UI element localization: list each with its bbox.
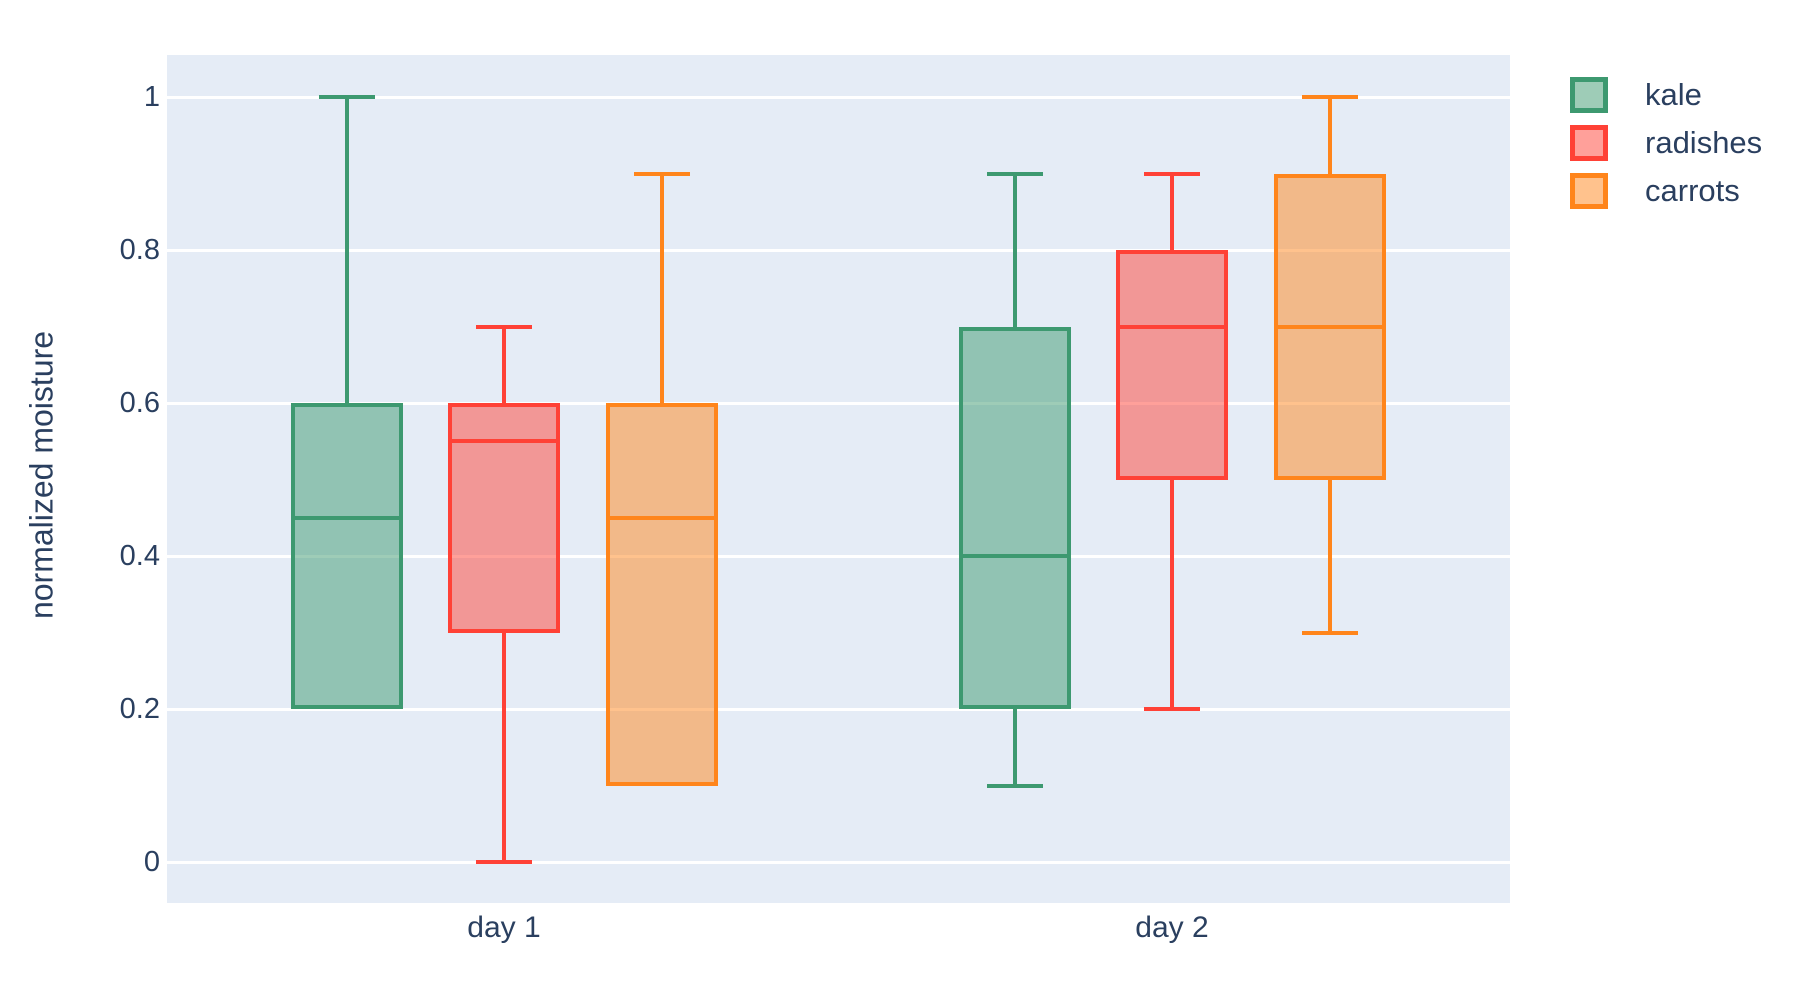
gridline-y-0.8 bbox=[167, 248, 1510, 252]
lower-whisker-radishes-day-1 bbox=[502, 632, 506, 862]
legend-item-carrots[interactable]: carrots bbox=[1570, 167, 1762, 215]
legend-label-kale: kale bbox=[1645, 77, 1702, 112]
lower-whisker-radishes-day-2 bbox=[1170, 479, 1174, 709]
lower-whisker-cap-radishes-day-2 bbox=[1144, 707, 1200, 711]
legend-label-radishes: radishes bbox=[1645, 125, 1763, 160]
y-tick-label-1: 1 bbox=[143, 81, 160, 113]
upper-whisker-carrots-day-2 bbox=[1327, 97, 1332, 174]
gridline-y-0.2 bbox=[167, 707, 1510, 711]
box-carrots-day-1[interactable] bbox=[605, 403, 718, 786]
gridline-y-0.4 bbox=[167, 554, 1510, 558]
y-tick-label-0.6: 0.6 bbox=[119, 387, 160, 419]
lower-whisker-cap-radishes-day-1 bbox=[476, 860, 532, 864]
lower-whisker-kale-day-2 bbox=[1012, 709, 1017, 786]
legend-label-carrots: carrots bbox=[1645, 173, 1740, 208]
y-axis-title: normalized moisture bbox=[23, 330, 60, 620]
upper-whisker-cap-carrots-day-1 bbox=[633, 171, 690, 176]
lower-whisker-cap-carrots-day-2 bbox=[1301, 630, 1358, 635]
upper-whisker-cap-carrots-day-2 bbox=[1301, 95, 1358, 99]
lower-whisker-cap-kale-day-2 bbox=[986, 783, 1043, 788]
upper-whisker-kale-day-1 bbox=[344, 97, 349, 403]
box-kale-day-1[interactable] bbox=[290, 403, 403, 709]
upper-whisker-cap-kale-day-2 bbox=[986, 171, 1043, 176]
median-kale-day-2 bbox=[958, 554, 1071, 558]
box-radishes-day-2[interactable] bbox=[1116, 250, 1228, 480]
median-radishes-day-2 bbox=[1116, 324, 1228, 329]
gridline-y-0 bbox=[167, 860, 1510, 864]
y-tick-label-0.2: 0.2 bbox=[119, 693, 160, 725]
legend: kale radishes carrots bbox=[1570, 71, 1762, 215]
upper-whisker-cap-kale-day-1 bbox=[318, 95, 375, 99]
upper-whisker-carrots-day-1 bbox=[659, 173, 664, 403]
x-tick-label-day-2: day 2 bbox=[1135, 911, 1209, 944]
lower-whisker-carrots-day-2 bbox=[1327, 479, 1332, 633]
upper-whisker-kale-day-2 bbox=[1012, 173, 1017, 327]
median-kale-day-1 bbox=[290, 515, 403, 520]
y-tick-label-0: 0 bbox=[143, 846, 160, 878]
legend-swatch-carrots-icon bbox=[1570, 173, 1608, 209]
upper-whisker-radishes-day-1 bbox=[502, 326, 506, 403]
legend-item-radishes[interactable]: radishes bbox=[1570, 119, 1762, 167]
upper-whisker-radishes-day-2 bbox=[1170, 173, 1174, 250]
median-carrots-day-1 bbox=[605, 515, 718, 520]
box-radishes-day-1[interactable] bbox=[448, 403, 560, 633]
gridline-y-1 bbox=[167, 95, 1510, 99]
legend-swatch-kale-icon bbox=[1570, 77, 1608, 113]
x-tick-label-day-1: day 1 bbox=[467, 911, 541, 944]
legend-swatch-radishes-icon bbox=[1570, 125, 1608, 161]
box-kale-day-2[interactable] bbox=[958, 326, 1071, 709]
median-carrots-day-2 bbox=[1273, 324, 1386, 329]
gridline-y-0.6 bbox=[167, 401, 1510, 405]
upper-whisker-cap-radishes-day-1 bbox=[476, 324, 532, 329]
legend-item-kale[interactable]: kale bbox=[1570, 71, 1762, 119]
y-tick-label-0.4: 0.4 bbox=[119, 540, 160, 572]
y-tick-label-0.8: 0.8 bbox=[119, 234, 160, 266]
median-radishes-day-1 bbox=[448, 439, 560, 444]
upper-whisker-cap-radishes-day-2 bbox=[1144, 171, 1200, 176]
